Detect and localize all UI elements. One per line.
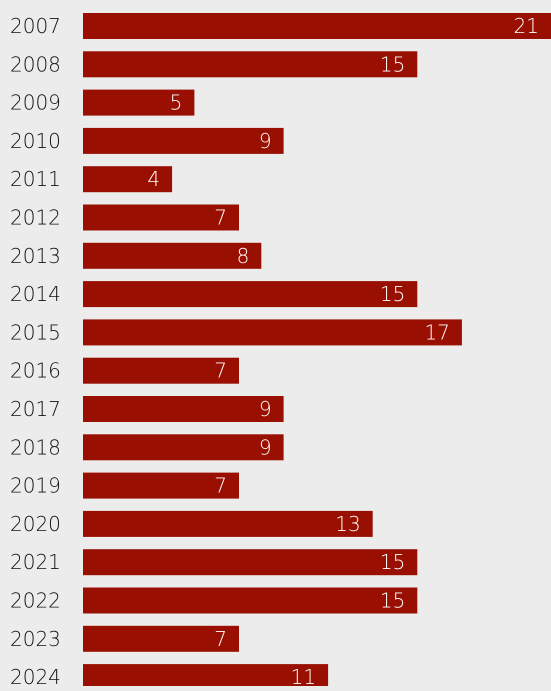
y-tick-label-2007: 2007 [10, 14, 61, 38]
y-tick-label-2018: 2018 [10, 435, 61, 459]
y-tick-label-2013: 2013 [10, 244, 61, 268]
y-tick-label-2008: 2008 [10, 52, 61, 76]
value-label-2018: 9 [259, 435, 272, 459]
y-tick-label-2009: 2009 [10, 91, 61, 115]
bar-2023 [83, 625, 239, 652]
bar-2022 [83, 587, 418, 614]
value-label-2024: 11 [291, 665, 316, 686]
bars-group [83, 13, 551, 691]
value-label-2013: 8 [237, 244, 250, 268]
y-tick-label-2023: 2023 [10, 627, 61, 651]
bar-2016 [83, 357, 239, 384]
y-tick-label-2010: 2010 [10, 129, 61, 153]
bar-2015 [83, 319, 462, 346]
y-tick-label-2011: 2011 [10, 167, 61, 191]
y-tick-label-2012: 2012 [10, 206, 61, 230]
value-label-2015: 17 [424, 320, 449, 344]
y-tick-label-2024: 2024 [10, 665, 61, 686]
bar-2012 [83, 204, 239, 231]
bar-2009 [83, 89, 195, 116]
value-label-2020: 13 [335, 512, 360, 536]
y-tick-labels-group: 2007 2008 2009 2010 2011 2012 2013 2014 2015 2016… [10, 14, 61, 689]
y-tick-label-2015: 2015 [10, 320, 61, 344]
bar-2020 [83, 510, 373, 537]
value-label-2009: 5 [170, 91, 183, 115]
value-label-2012: 7 [214, 206, 227, 230]
bar-2010 [83, 127, 284, 154]
y-tick-label-2017: 2017 [10, 397, 61, 421]
value-label-2014: 15 [380, 282, 405, 306]
y-tick-label-2020: 2020 [10, 512, 61, 536]
value-label-2008: 15 [380, 52, 405, 76]
value-label-2011: 4 [147, 167, 160, 191]
bar-2008 [83, 51, 418, 78]
bar-2019 [83, 472, 239, 499]
value-label-2023: 7 [214, 627, 227, 651]
bar-2017 [83, 396, 284, 422]
bar-2011 [83, 166, 173, 193]
value-label-2019: 7 [214, 474, 227, 498]
value-label-2016: 7 [214, 359, 227, 383]
bar-2013 [83, 242, 262, 269]
value-label-2010: 9 [259, 129, 272, 153]
bar-2021 [83, 549, 418, 576]
y-tick-label-2019: 2019 [10, 474, 61, 498]
bar-2018 [83, 434, 284, 461]
value-label-2021: 15 [380, 550, 405, 574]
bar-2007 [83, 13, 551, 39]
bar-2014 [83, 281, 418, 308]
value-label-2017: 9 [259, 397, 272, 421]
y-tick-label-2021: 2021 [10, 550, 61, 574]
y-tick-label-2022: 2022 [10, 589, 61, 613]
value-label-2007: 21 [514, 14, 539, 38]
y-tick-label-2014: 2014 [10, 282, 61, 306]
y-tick-label-2016: 2016 [10, 359, 61, 383]
value-label-2022: 15 [380, 589, 405, 613]
